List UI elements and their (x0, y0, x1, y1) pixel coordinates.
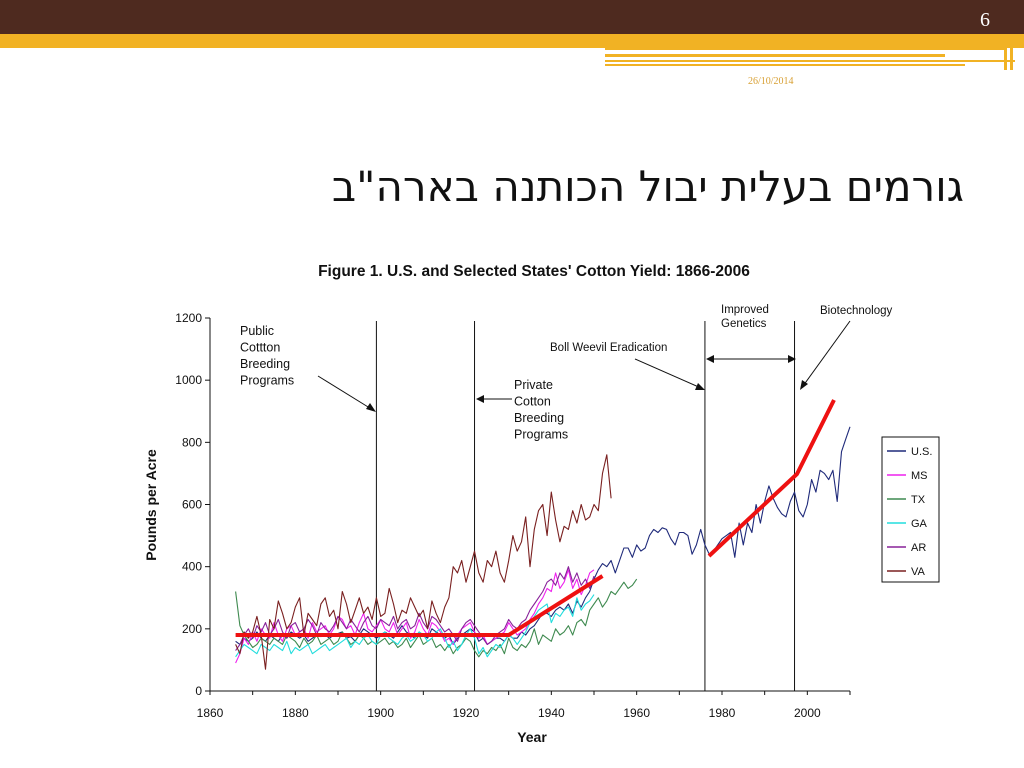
annotation-public-breeding: Programs (240, 374, 294, 388)
slide-number: 6 (980, 9, 990, 31)
chart-title: Figure 1. U.S. and Selected States' Cott… (318, 263, 750, 280)
y-tick-label: 1200 (175, 311, 202, 325)
arrowhead (800, 380, 808, 390)
legend-label: GA (911, 518, 928, 530)
annotation-public-breeding: Breeding (240, 357, 290, 371)
arrowhead (476, 395, 484, 403)
legend-label: VA (911, 566, 926, 578)
annotation-public-breeding: Cottton (240, 341, 280, 355)
x-axis-label: Year (517, 729, 547, 745)
y-tick-label: 600 (182, 498, 202, 512)
series-line-tx (235, 578, 638, 658)
series-line-ga (235, 594, 595, 658)
annotation-private-breeding: Cotton (514, 395, 551, 409)
series-line-va (235, 454, 612, 670)
annotation-improved-genetics: Genetics (721, 318, 767, 330)
series-line-ar (235, 566, 595, 651)
trend-line-early (235, 574, 604, 637)
accent-stripe (1004, 48, 1007, 70)
accent-stripe (605, 48, 1005, 50)
x-tick-label: 1900 (367, 706, 394, 720)
annotation-private-breeding: Programs (514, 428, 568, 442)
annotation-improved-genetics: Improved (721, 304, 769, 316)
accent-stripe (605, 60, 1015, 62)
accent-stripe (1010, 48, 1013, 70)
y-axis-label: Pounds per Acre (143, 449, 159, 561)
accent-stripe (605, 54, 945, 57)
arrowhead (706, 355, 714, 363)
slide-title: גורמים בעלית יבול הכותנה בארה"ב (331, 162, 964, 211)
annotation-arrow (634, 358, 702, 389)
y-tick-label: 0 (195, 684, 202, 698)
header-accent-band (0, 34, 1024, 48)
x-tick-label: 1880 (282, 706, 309, 720)
legend-label: MS (911, 470, 928, 482)
x-tick-label: 1920 (453, 706, 480, 720)
x-tick-label: 1860 (197, 706, 224, 720)
arrowhead (366, 403, 376, 412)
annotation-private-breeding: Breeding (514, 411, 564, 425)
annotation-arrow (317, 375, 374, 411)
x-tick-label: 1940 (538, 706, 565, 720)
x-tick-label: 1960 (623, 706, 650, 720)
accent-stripe (605, 64, 965, 66)
y-tick-label: 800 (182, 435, 202, 449)
annotation-biotechnology: Biotechnology (820, 305, 892, 317)
arrowhead (788, 355, 796, 363)
legend-label: TX (911, 494, 926, 506)
annotation-arrow (802, 320, 851, 387)
annotation-private-breeding: Private (514, 378, 553, 392)
y-tick-label: 400 (182, 560, 202, 574)
slide-date: 26/10/2014 (748, 76, 794, 87)
legend-box (881, 436, 940, 583)
x-tick-label: 2000 (794, 706, 821, 720)
y-tick-label: 1000 (175, 373, 202, 387)
trend-line-late (707, 399, 836, 558)
x-tick-label: 1980 (709, 706, 736, 720)
legend-label: U.S. (911, 446, 932, 458)
annotation-public-breeding: Public (240, 324, 274, 338)
header-band (0, 0, 1024, 34)
annotation-boll-weevil: Boll Weevil Eradication (550, 342, 667, 354)
legend-label: AR (911, 542, 926, 554)
y-tick-label: 200 (182, 622, 202, 636)
arrowhead (695, 383, 705, 390)
